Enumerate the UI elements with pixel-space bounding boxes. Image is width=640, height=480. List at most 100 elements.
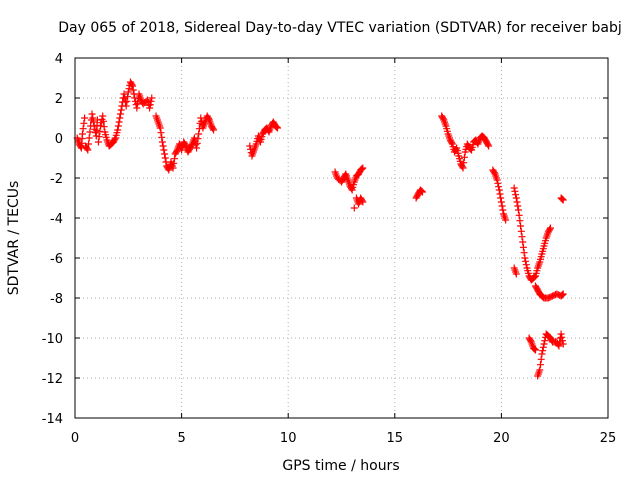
data-point xyxy=(519,243,527,251)
data-point xyxy=(516,217,524,225)
data-point xyxy=(272,123,280,131)
data-point xyxy=(517,227,525,235)
data-point xyxy=(419,188,427,196)
data-point xyxy=(358,197,366,205)
data-point xyxy=(359,164,367,172)
data-point xyxy=(347,185,355,193)
data-point xyxy=(192,141,200,149)
data-point xyxy=(114,126,122,134)
data-point xyxy=(99,117,107,125)
data-point xyxy=(205,115,213,123)
data-point xyxy=(530,345,538,353)
data-point xyxy=(531,345,539,353)
data-point xyxy=(188,141,196,149)
data-point xyxy=(116,110,124,118)
data-point xyxy=(512,191,520,199)
x-tick-label: 20 xyxy=(493,431,510,446)
x-tick-label: 15 xyxy=(387,431,404,446)
data-point xyxy=(490,169,498,177)
data-point xyxy=(121,98,129,106)
data-point xyxy=(417,187,425,195)
data-point xyxy=(459,164,467,172)
data-point xyxy=(125,85,133,93)
x-axis-label: GPS time / hours xyxy=(282,458,399,474)
x-tick-label: 0 xyxy=(71,431,79,446)
data-point xyxy=(458,163,466,171)
data-point xyxy=(448,139,456,147)
data-point xyxy=(518,233,526,241)
data-point xyxy=(209,125,217,133)
data-point xyxy=(78,130,86,138)
data-point xyxy=(532,346,540,354)
data-point xyxy=(557,330,565,338)
data-point xyxy=(111,135,119,143)
data-point xyxy=(536,366,544,374)
data-point xyxy=(89,118,97,126)
data-point xyxy=(159,142,167,150)
data-point xyxy=(94,138,102,146)
data-point xyxy=(124,93,132,101)
data-point xyxy=(273,123,281,131)
data-point xyxy=(83,145,91,153)
y-tick-label: 2 xyxy=(55,92,63,107)
data-point xyxy=(530,273,538,281)
data-point xyxy=(190,134,198,142)
data-point xyxy=(559,337,567,345)
data-point xyxy=(100,123,108,131)
data-point xyxy=(97,122,105,130)
y-tick-label: -2 xyxy=(50,172,63,187)
data-point xyxy=(96,127,104,135)
data-point xyxy=(181,141,189,149)
data-point xyxy=(520,249,528,257)
data-point xyxy=(193,139,201,147)
data-point xyxy=(115,118,123,126)
data-point xyxy=(148,94,156,102)
data-point xyxy=(484,141,492,149)
data-point xyxy=(114,122,122,130)
y-tick-label: -10 xyxy=(42,332,63,347)
y-tick-label: -12 xyxy=(42,372,63,387)
data-point xyxy=(513,198,521,206)
data-point xyxy=(537,355,545,363)
data-point xyxy=(156,124,164,132)
data-point xyxy=(559,291,567,299)
y-tick-label: -14 xyxy=(42,412,63,427)
x-tick-label: 5 xyxy=(177,431,185,446)
data-point xyxy=(538,350,546,358)
data-point xyxy=(531,273,539,281)
data-point xyxy=(512,270,520,278)
data-point xyxy=(158,133,166,141)
data-point xyxy=(93,116,101,124)
data-point xyxy=(164,165,172,173)
data-point xyxy=(452,145,460,153)
data-point xyxy=(522,257,530,265)
y-tick-label: -4 xyxy=(50,212,63,227)
data-point xyxy=(89,114,97,122)
data-point xyxy=(499,206,507,214)
data-point xyxy=(558,333,566,341)
data-point xyxy=(274,124,282,132)
data-point xyxy=(129,86,137,94)
data-point xyxy=(559,340,567,348)
data-point xyxy=(512,194,520,202)
x-tick-labels: 0 5 10 15 20 25 xyxy=(71,431,616,446)
data-point xyxy=(558,291,566,299)
data-point xyxy=(536,361,544,369)
data-point xyxy=(540,340,548,348)
y-tick-label: -6 xyxy=(50,252,63,267)
data-point xyxy=(157,129,165,137)
x-tick-label: 10 xyxy=(280,431,297,446)
data-point xyxy=(493,176,501,184)
data-point xyxy=(359,198,367,206)
data-point xyxy=(515,211,523,219)
data-point xyxy=(117,106,125,114)
data-point xyxy=(460,153,468,161)
data-point xyxy=(170,159,178,167)
data-point xyxy=(495,183,503,191)
data-point xyxy=(195,130,203,138)
data-point xyxy=(496,190,504,198)
x-tick-label: 25 xyxy=(600,431,617,446)
data-point xyxy=(169,164,177,172)
data-point xyxy=(358,165,366,173)
data-point xyxy=(116,114,124,122)
